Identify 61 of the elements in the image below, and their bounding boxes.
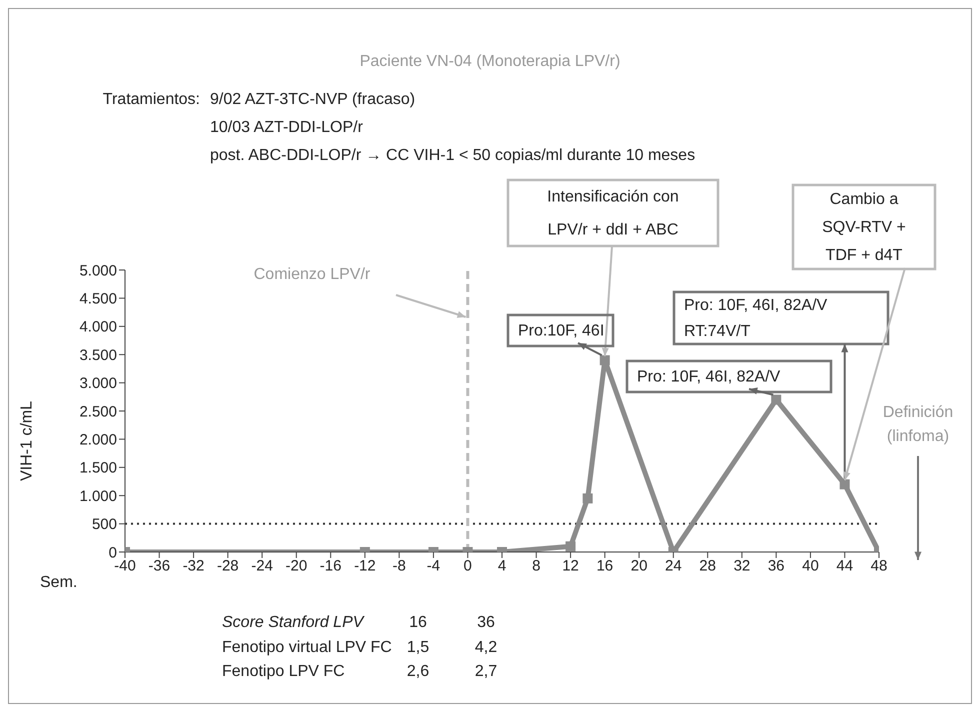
x-tick-label: -24 xyxy=(251,558,273,575)
text: 2,7 xyxy=(474,663,498,680)
x-tick-label: 32 xyxy=(734,558,750,575)
x-tick-label: 0 xyxy=(464,558,472,575)
x-tick-label: -20 xyxy=(286,558,308,575)
text: Fenotipo virtual LPV FC xyxy=(222,639,392,656)
point xyxy=(771,394,782,405)
text: Definición (linfoma) xyxy=(882,404,954,445)
annotation: Pro: 10F, 46I, 82A/V xyxy=(637,368,781,386)
x-tick-label: 8 xyxy=(532,558,540,575)
x-tick-label: -4 xyxy=(426,558,440,575)
y-axis-title: VIH-1 c/mL xyxy=(18,400,36,482)
point xyxy=(840,479,850,490)
y-tick-label: 1.000 xyxy=(79,488,117,505)
y-tick-label: 4.500 xyxy=(79,290,117,308)
x-tick-label: -36 xyxy=(148,558,170,575)
text: 1,5 xyxy=(406,639,430,656)
text: 10/03 AZT-DDI-LOP/r xyxy=(210,119,364,136)
annotation: Intensificación con LPV/r + ddI + ABC xyxy=(547,188,679,238)
x-tick-label: 48 xyxy=(870,558,888,575)
annotation: Cambio a SQV-RTV + TDF + d4T xyxy=(822,191,906,264)
text: Score Stanford LPV xyxy=(222,614,365,632)
text: Fenotipo LPV FC xyxy=(222,663,345,680)
y-tick-label: 2.500 xyxy=(79,403,117,420)
point xyxy=(600,355,610,366)
x-tick-label: 44 xyxy=(836,558,854,575)
y-tick-label: 3.000 xyxy=(79,375,117,392)
x-axis-title: Sem. xyxy=(40,574,78,592)
y-tick-label: 3.500 xyxy=(79,346,117,364)
y-tick-label: 2.000 xyxy=(79,432,117,449)
y-tick-label: 500 xyxy=(92,516,117,534)
annotation: Pro: 10F, 46I, 82A/V RT:74V/T xyxy=(684,297,828,340)
point xyxy=(582,493,593,504)
x-tick-label: 40 xyxy=(802,558,819,575)
x-tick-label: 20 xyxy=(630,558,648,575)
x-tick-label: -8 xyxy=(392,558,406,575)
text: 2,6 xyxy=(406,663,430,680)
x-tick-label: 24 xyxy=(665,558,682,575)
x-tick-label: -28 xyxy=(216,558,239,575)
x-tick-label: 36 xyxy=(768,558,785,575)
ref-line-label: Comienzo LPV/r xyxy=(254,266,371,284)
y-tick-label: 4.000 xyxy=(79,318,117,336)
chart-title: Paciente VN-04 (Monoterapia LPV/r) xyxy=(360,53,620,70)
y-tick-label: 1.500 xyxy=(79,460,117,477)
annotation: Pro:10F, 46I xyxy=(518,322,604,340)
y-tick-label: 5.000 xyxy=(79,262,117,280)
y-tick-label: 0 xyxy=(108,544,117,562)
text: Tratamientos: xyxy=(102,91,200,108)
text: 4,2 xyxy=(474,639,498,656)
text: 16 xyxy=(409,614,427,632)
text: 36 xyxy=(477,614,495,632)
x-tick-label: -40 xyxy=(114,558,136,575)
x-tick-label: 12 xyxy=(562,558,579,575)
x-tick-label: 28 xyxy=(699,558,716,575)
x-tick-label: -16 xyxy=(320,558,342,575)
x-tick-label: -32 xyxy=(182,558,204,575)
x-tick-label: -12 xyxy=(354,558,376,575)
text: 9/02 AZT-3TC-NVP (fracaso) xyxy=(210,91,416,108)
x-tick-label: 4 xyxy=(498,558,506,575)
text: post. ABC-DDI-LOP/r → CC VIH-1 < 50 copias/ml durante 10 meses xyxy=(210,147,696,164)
x-tick-label: 16 xyxy=(596,558,614,575)
